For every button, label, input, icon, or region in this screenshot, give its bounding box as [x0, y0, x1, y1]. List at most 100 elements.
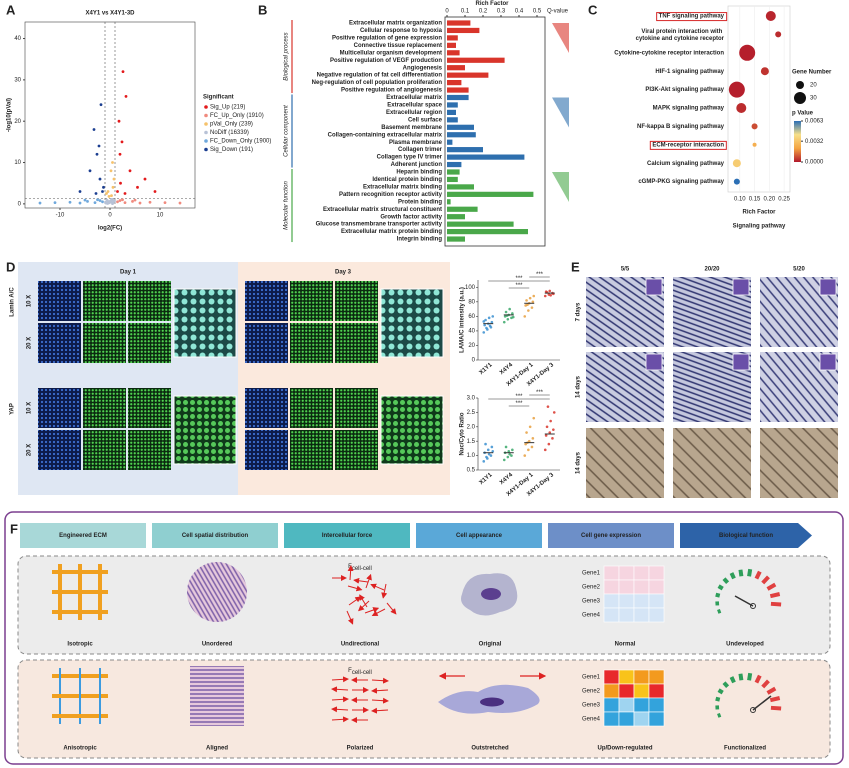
bar [447, 206, 478, 212]
nucleus [480, 697, 504, 707]
inset-image [819, 278, 837, 296]
bar [447, 57, 505, 63]
gene-label: Gene4 [582, 717, 601, 723]
heatmap-cell [618, 683, 635, 699]
gauge-segment [766, 582, 777, 591]
fiber-image [673, 428, 751, 498]
category-label: Multicellular organism development [340, 50, 442, 56]
bar [447, 20, 471, 26]
category-label: TNF signaling pathway [659, 14, 725, 20]
significance-label: *** [515, 401, 523, 407]
highlight-box [649, 140, 727, 150]
point [92, 128, 96, 131]
point [491, 449, 495, 453]
point [53, 201, 57, 205]
heatmap-cell [633, 565, 650, 581]
fiber-image [586, 428, 664, 498]
point [489, 454, 493, 457]
gauge-segment [715, 592, 721, 598]
heatmap-cell [633, 669, 650, 685]
point [528, 296, 532, 300]
row-label: 7 days [576, 302, 582, 321]
day-label: Day 3 [335, 270, 352, 276]
heatmap-cell [648, 607, 665, 623]
legend-label: FC_Down_Only (1900) [210, 139, 271, 145]
category-label: Heparin binding [396, 170, 442, 176]
force-arrow [331, 686, 349, 693]
point [508, 307, 511, 311]
gene-label: Gene1 [582, 571, 601, 577]
stain-label: Lamin A/C [10, 287, 16, 317]
category-label: Calcium signaling pathway [647, 161, 725, 167]
point [99, 103, 103, 107]
category-label: Collagen trimer [398, 147, 443, 153]
force-label: Fcell-cell [348, 564, 372, 572]
point [98, 199, 102, 202]
force-subscript: cell-cell [352, 670, 372, 676]
category-label: Identical protein binding [372, 177, 442, 183]
micrograph [335, 281, 378, 321]
heatmap-cell [603, 565, 620, 581]
panel-label: D [6, 259, 15, 274]
bubble [760, 67, 769, 76]
bar [447, 102, 458, 108]
category-label: Plasma membrane [389, 140, 443, 146]
gauge-segment [715, 696, 721, 702]
force-arrow [371, 697, 389, 704]
point [506, 455, 510, 459]
legend-label: pVal_Only (239) [210, 122, 253, 128]
point [524, 442, 527, 446]
force-arrow [348, 596, 362, 606]
bar [447, 50, 460, 56]
heatmap-cell [618, 697, 635, 713]
x-tick-label: X4Y4 [499, 362, 515, 376]
point [482, 331, 486, 334]
category-label: Positive regulation of gene expression [332, 35, 442, 41]
point [504, 310, 508, 314]
significance-label: *** [515, 394, 523, 400]
point [38, 201, 42, 205]
y-axis-label: -log10(pVal) [7, 98, 13, 132]
panel-label: C [588, 2, 598, 17]
point [110, 197, 114, 201]
category-label: Cellular response to hypoxia [360, 28, 443, 34]
bar [447, 94, 469, 101]
legend-swatch [204, 122, 208, 126]
row-label: Up/Down-regulated [598, 746, 653, 752]
row-label: Functionalized [724, 746, 766, 752]
bar [447, 169, 460, 175]
gauge-segment [747, 672, 753, 681]
point [552, 411, 556, 414]
point [527, 309, 530, 312]
step-box [20, 523, 146, 548]
x-tick-label: -10 [56, 213, 65, 219]
heatmap-cell [618, 607, 635, 623]
micrograph [335, 430, 378, 470]
legend-swatch [204, 105, 208, 109]
y-axis-label: Nuc/Cyto Ratio [460, 412, 466, 455]
significance-label: *** [515, 276, 523, 282]
nucleus [481, 588, 501, 600]
heatmap-cell [648, 565, 665, 581]
force-arrow [331, 716, 349, 723]
micrograph [83, 430, 126, 470]
column-label: 5/5 [621, 267, 630, 273]
point [121, 198, 124, 202]
gauge-segment [722, 681, 730, 689]
micrograph [245, 323, 288, 363]
q-value-wedge [552, 172, 569, 202]
x-tick-label: 0 [445, 9, 449, 15]
step-box [416, 523, 542, 548]
point [178, 201, 182, 205]
legend-label: Sig_Up (219) [210, 105, 245, 111]
force-arrow [331, 706, 349, 713]
row-label: Undeveloped [726, 642, 764, 648]
stain-label: YAP [10, 403, 16, 415]
force-arrow [347, 585, 363, 592]
point [525, 299, 528, 302]
point [121, 70, 125, 73]
column-label: 20/20 [704, 267, 720, 273]
bar [447, 236, 465, 242]
bar [447, 109, 456, 115]
row-label: Anisotropic [63, 746, 97, 752]
